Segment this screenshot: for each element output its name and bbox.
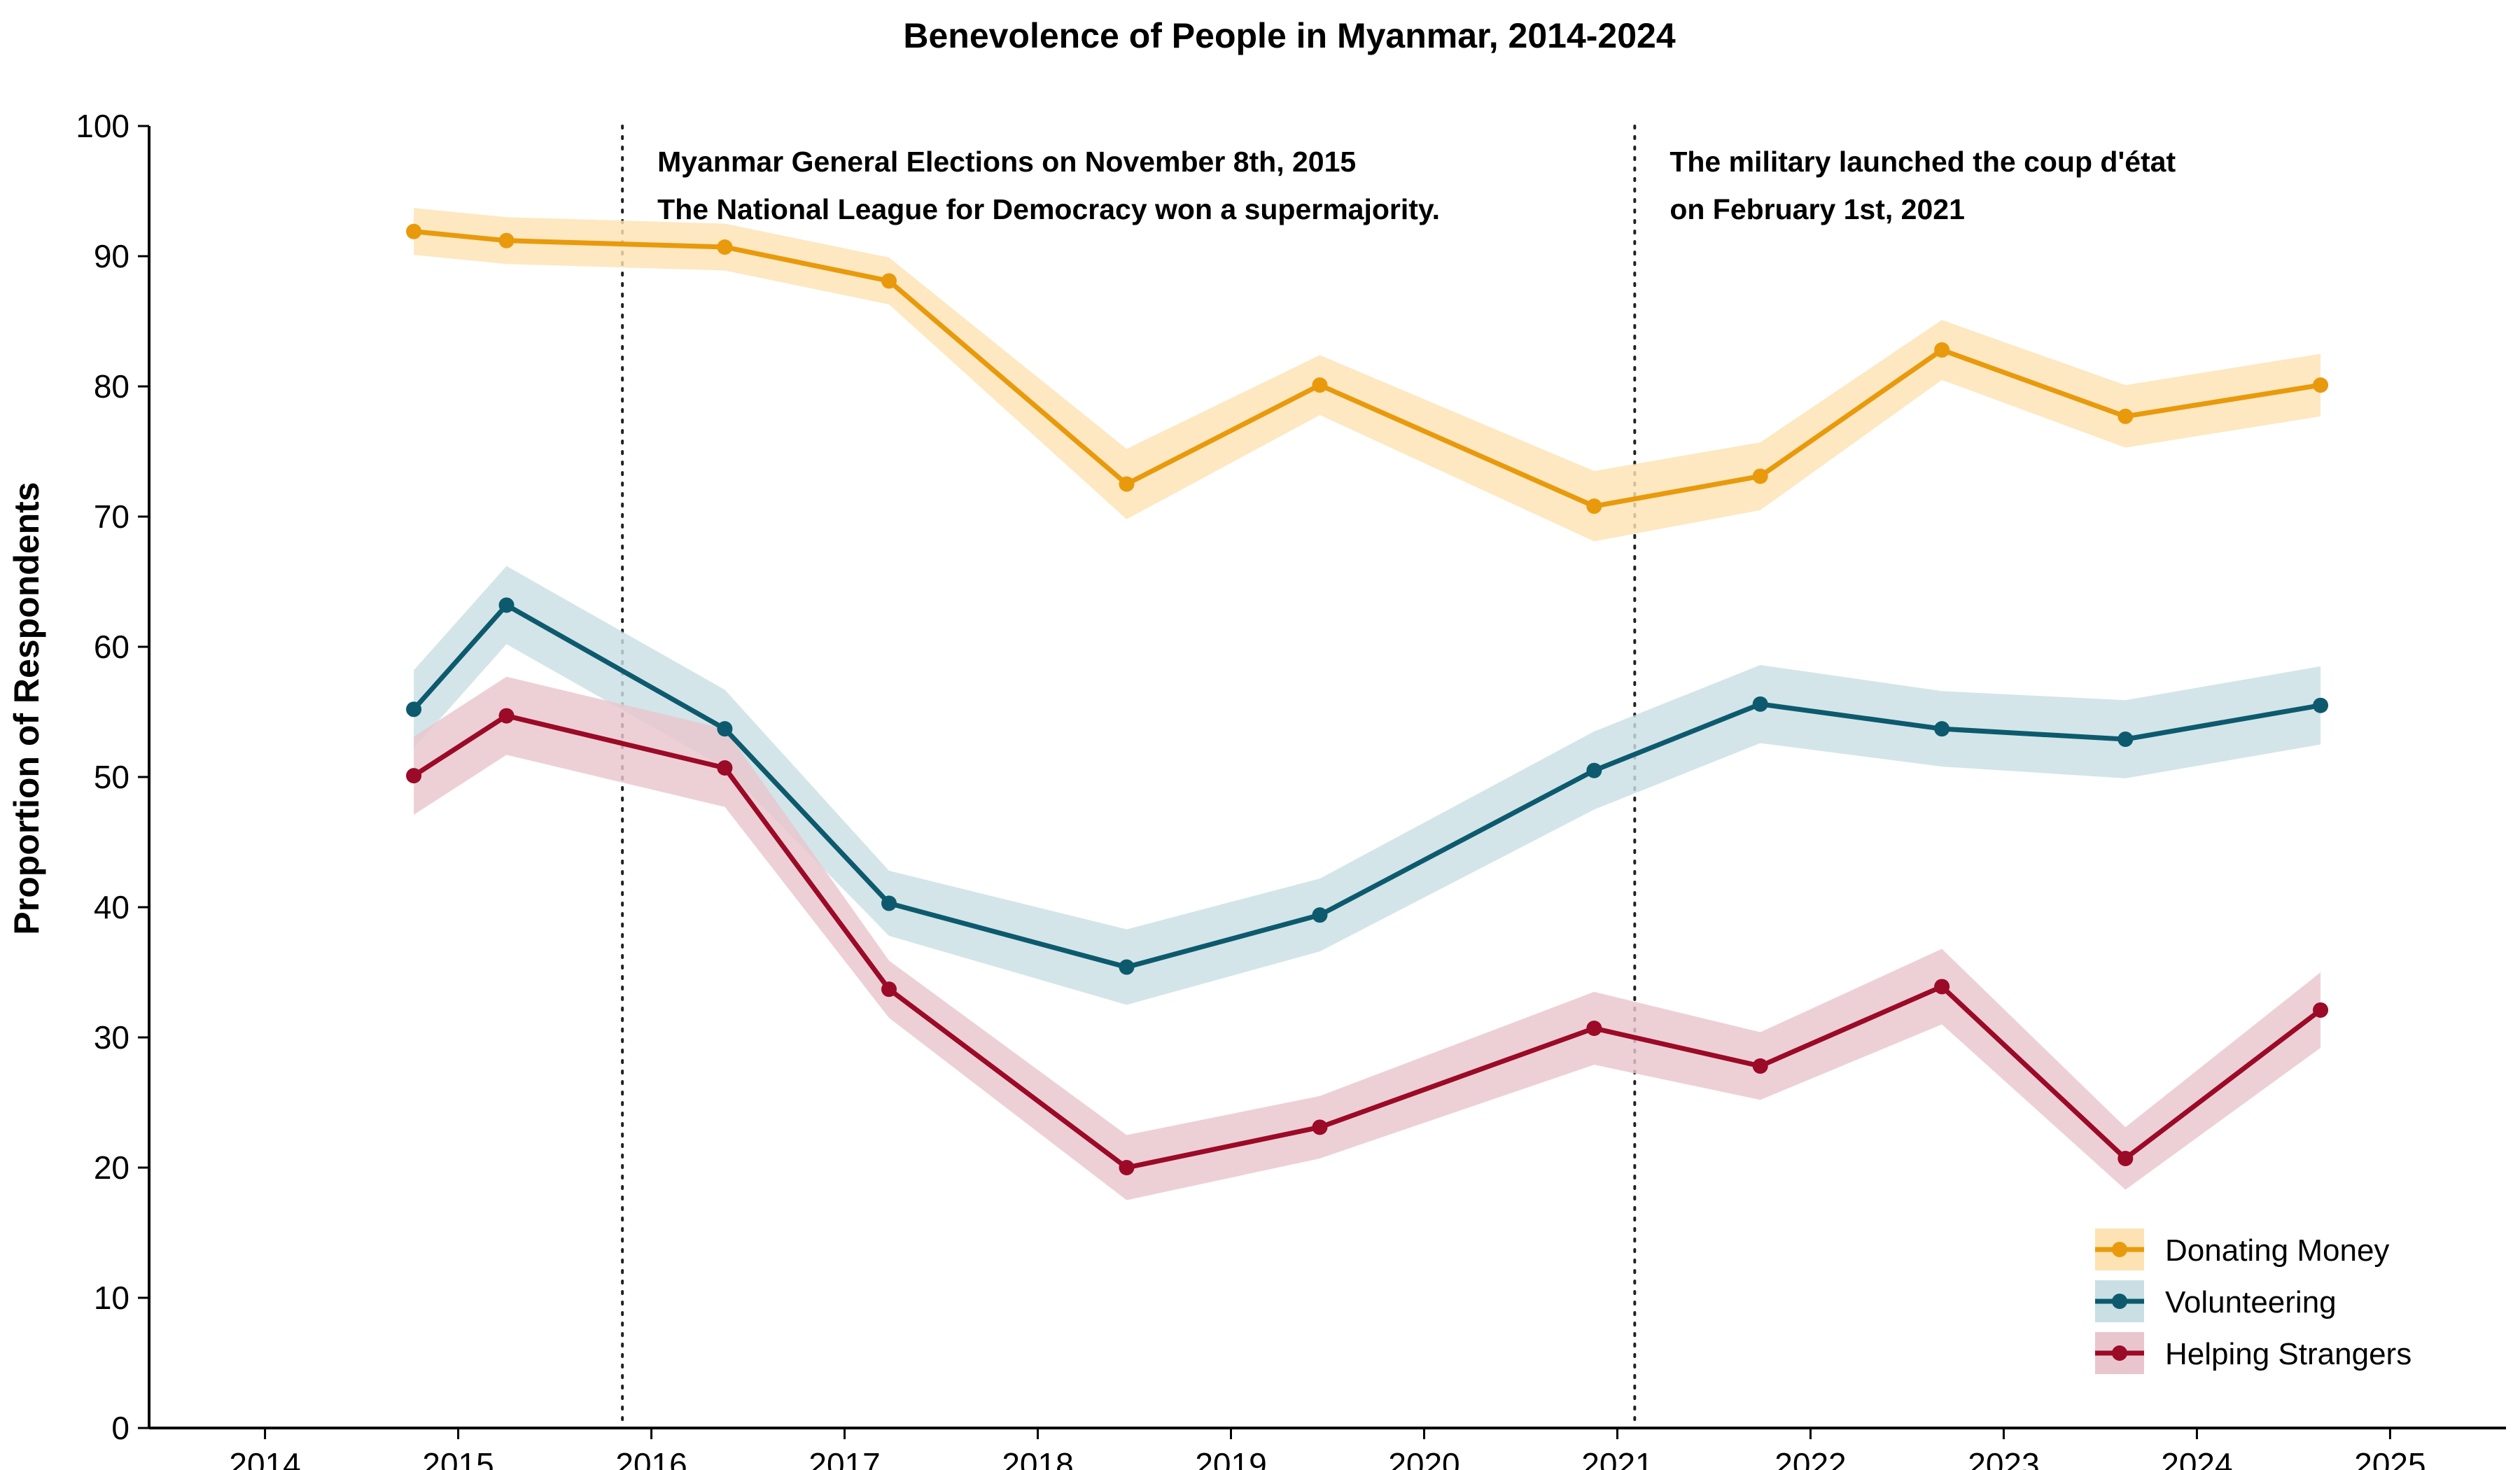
legend-marker-volunteering [2112,1294,2127,1309]
volunteering-point [2313,697,2329,713]
legend-marker-helping-strangers [2112,1345,2127,1361]
event-annotation-1-line-1: Myanmar General Elections on November 8t… [657,146,1356,178]
volunteering-point [717,721,733,737]
y-tick-label: 80 [94,368,130,405]
volunteering-point [406,701,422,718]
donating-money-point [1934,342,1950,358]
donating-money-point [881,273,897,289]
x-tick-label: 2018 [1002,1446,1073,1470]
y-tick-label: 100 [76,108,130,144]
helping-strangers-point [1752,1058,1768,1074]
event-annotation-2-line-2: on February 1st, 2021 [1670,193,1965,225]
y-tick-label: 70 [94,498,130,535]
volunteering-point [1934,721,1950,737]
donating-money-point [2313,377,2329,393]
y-tick-label: 30 [94,1019,130,1056]
donating-money-band [414,208,2321,542]
donating-money-point [498,232,514,248]
legend-label-helping-strangers: Helping Strangers [2165,1337,2412,1371]
helping-strangers-point [1934,979,1950,995]
legend-label-donating-money: Donating Money [2165,1233,2389,1268]
x-tick-label: 2017 [808,1446,880,1470]
x-tick-label: 2016 [615,1446,687,1470]
x-tick-label: 2019 [1195,1446,1266,1470]
helping-strangers-point [1586,1020,1602,1036]
y-tick-label: 60 [94,629,130,665]
x-tick-label: 2014 [229,1446,300,1470]
donating-money-point [1752,468,1768,484]
series-points [406,223,2329,1175]
legend: Donating Money Volunteering Helping Strang… [2095,1228,2412,1374]
x-tick-label: 2025 [2354,1446,2426,1470]
x-tick-label: 2020 [1388,1446,1460,1470]
legend-marker-donating-money [2112,1242,2127,1257]
y-tick-label: 90 [94,238,130,274]
helping-strangers-point [1312,1119,1328,1135]
volunteering-point [881,895,897,911]
x-tick-label: 2022 [1774,1446,1846,1470]
volunteering-point [1752,696,1768,712]
helping-strangers-point [1119,1160,1135,1175]
y-tick-label: 20 [94,1149,130,1186]
donating-money-point [1586,498,1602,514]
donating-money-point [406,223,422,239]
event-annotation-2-line-1: The military launched the coup d'état [1670,146,2176,178]
confidence-bands [414,208,2321,1200]
helping-strangers-point [498,708,514,724]
helping-strangers-band [414,676,2321,1200]
volunteering-point [1312,907,1328,923]
chart-title: Benevolence of People in Myanmar, 2014-2… [903,16,1675,55]
volunteering-point [2118,732,2134,748]
helping-strangers-point [881,981,897,997]
y-axis-label: Proportion of Respondents [7,482,46,934]
y-tick-label: 50 [94,759,130,795]
y-tick-label: 10 [94,1280,130,1316]
x-tick-label: 2023 [1968,1446,2039,1470]
volunteering-point [1119,959,1135,975]
donating-money-point [2118,408,2134,424]
helping-strangers-point [406,768,422,784]
donating-money-point [717,239,733,255]
x-tick-label: 2015 [422,1446,493,1470]
legend-label-volunteering: Volunteering [2165,1285,2337,1320]
axes: 0 10 20 30 40 50 60 70 80 90 100 2014 2015 2016 2017 20… [76,108,2506,1470]
helping-strangers-point [717,760,733,776]
donating-money-point [1119,476,1135,492]
volunteering-point [498,597,514,613]
y-tick-label: 0 [111,1410,130,1446]
x-tick-label: 2021 [1581,1446,1653,1470]
volunteering-point [1586,762,1602,778]
donating-money-point [1312,377,1328,393]
event-markers: Myanmar General Elections on November 8t… [621,125,2176,1429]
event-annotation-1-line-2: The National League for Democracy won a … [657,193,1440,225]
helping-strangers-point [2313,1002,2329,1018]
x-tick-label: 2024 [2161,1446,2232,1470]
y-tick-label: 40 [94,889,130,925]
volunteering-band [414,566,2321,1005]
helping-strangers-point [2118,1150,2134,1166]
